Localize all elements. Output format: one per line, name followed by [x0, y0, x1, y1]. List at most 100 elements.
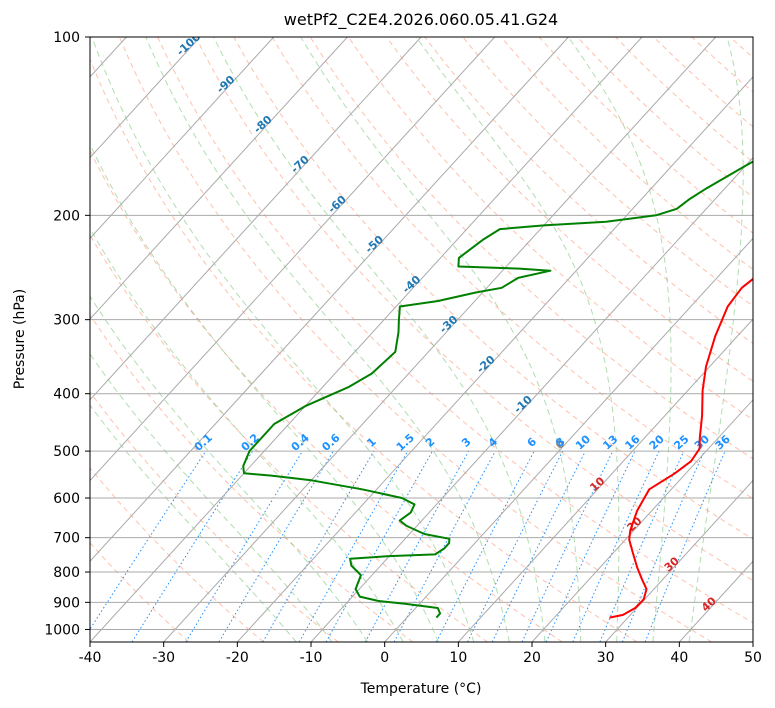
- x-axis-label: Temperature (°C): [360, 681, 482, 697]
- isotherm-label: -50: [363, 233, 387, 256]
- mixing-ratio-line: [644, 450, 726, 642]
- isotherm-line: [310, 156, 753, 642]
- moist-adiabat-line: [91, 37, 475, 642]
- isotherm-label: 10: [587, 474, 607, 494]
- dry-adiabat-line: [157, 37, 753, 624]
- isotherm-label: -20: [474, 353, 498, 376]
- y-tick-label: 300: [53, 313, 80, 329]
- isotherm-line: [90, 37, 496, 482]
- x-tick-label: 40: [670, 650, 688, 666]
- mixing-ratio-line: [218, 450, 334, 642]
- isotherm-line: [163, 37, 717, 642]
- x-tick-label: 20: [523, 650, 541, 666]
- mixing-ratio-line: [599, 450, 685, 642]
- dry-adiabat-line: [615, 37, 753, 163]
- mixing-ratio-label: 36: [713, 432, 733, 452]
- dry-adiabat-line: [118, 37, 712, 642]
- isotherm-line: [90, 37, 643, 642]
- isotherm-label: -100: [174, 30, 203, 58]
- mixing-ratio-lines: [90, 450, 726, 642]
- dry-adiabat-line: [386, 37, 753, 382]
- isotherm-line: [752, 641, 753, 642]
- plot-area: -100-90-80-70-60-50-40-30-20-10010203040…: [90, 30, 753, 642]
- isotherm-line: [605, 479, 753, 642]
- mixing-ratio-line: [621, 450, 705, 642]
- dry-adiabat-line: [195, 37, 753, 582]
- x-tick-label: -30: [152, 650, 175, 666]
- y-tick-label: 900: [53, 595, 80, 611]
- mixing-ratio-label: 10: [573, 432, 593, 452]
- isotherm-line: [90, 37, 348, 320]
- x-tick-label: 50: [744, 650, 762, 666]
- isotherm-line: [90, 37, 275, 240]
- x-tick-label: -10: [300, 650, 323, 666]
- mixing-ratio-label: 20: [647, 432, 667, 452]
- mixing-ratio-label: 6: [525, 435, 540, 450]
- x-tick-label: 30: [597, 650, 615, 666]
- moist-adiabat-line: [90, 143, 439, 642]
- moist-adiabat-line: [415, 37, 620, 642]
- moist-adiabat-line: [145, 37, 510, 642]
- x-tick-label: -20: [226, 650, 249, 666]
- y-tick-label: 1000: [44, 622, 80, 638]
- dry-adiabat-line: [90, 391, 339, 642]
- mixing-ratio-line: [393, 450, 496, 642]
- moist-adiabat-line: [90, 227, 404, 642]
- moist-adiabat-line: [567, 37, 672, 642]
- mixing-ratio-line: [545, 450, 636, 642]
- isotherm-line: [90, 37, 422, 401]
- y-tick-label: 200: [53, 208, 80, 224]
- mixing-ratio-line: [262, 450, 375, 642]
- mixing-ratio-line: [185, 450, 304, 642]
- isotherm-line: [678, 560, 753, 642]
- x-axis: -40 -30 -20 -10 0 10 20 30 40 50: [79, 642, 762, 666]
- y-tick-label: 100: [53, 30, 80, 46]
- isotherm-label: -70: [288, 153, 312, 176]
- mixing-ratio-label: 0.1: [192, 431, 215, 454]
- isotherm-line: [384, 237, 753, 642]
- moist-adiabat-line: [688, 37, 744, 642]
- isotherm-line: [90, 37, 569, 563]
- isotherm-label: 40: [699, 594, 719, 614]
- dry-adiabat-line: [347, 37, 753, 421]
- isotherm-label: 30: [662, 554, 682, 574]
- dry-adiabat-line: [90, 149, 563, 642]
- isotherm-label: -30: [437, 313, 461, 336]
- dry-adiabat-line: [90, 58, 638, 642]
- mixing-ratio-labels: 0.1 0.2 0.4 0.6 1 1.5 2 3 4 6 8 10 13 16 20 25 30 36: [192, 431, 733, 454]
- y-tick-label: 400: [53, 387, 80, 403]
- y-tick-label: 600: [53, 491, 80, 507]
- isotherm-line: [531, 399, 753, 642]
- mixing-ratio-line: [491, 450, 586, 642]
- dry-adiabats: [90, 37, 753, 642]
- grid-lines: [90, 37, 753, 642]
- chart-title: wetPf2_C2E4.2026.060.05.41.G24: [284, 10, 558, 30]
- x-tick-label: 10: [449, 650, 467, 666]
- moist-adiabat-line: [300, 37, 582, 642]
- moist-adiabat-line: [213, 37, 546, 642]
- dry-adiabat-line: [691, 37, 753, 93]
- x-tick-label: -40: [79, 650, 102, 666]
- mixing-ratio-line: [572, 450, 660, 642]
- dry-adiabat-line: [729, 37, 753, 59]
- dry-adiabat-line: [576, 37, 753, 198]
- moist-adiabats: [90, 37, 744, 642]
- mixing-ratio-line: [131, 450, 254, 642]
- mixing-ratio-line: [364, 450, 470, 642]
- mixing-ratio-label: 1.5: [394, 431, 417, 454]
- mixing-ratio-line: [90, 450, 207, 631]
- dry-adiabat-line: [90, 467, 264, 642]
- isotherm-line: [457, 318, 753, 642]
- dry-adiabat-line: [538, 37, 753, 234]
- y-tick-label: 500: [53, 444, 80, 460]
- isotherm-line: [236, 76, 753, 642]
- x-tick-label: 0: [380, 650, 389, 666]
- y-axis-label: Pressure (hPa): [12, 289, 28, 389]
- sounding-series: [242, 160, 753, 619]
- y-tick-label: 700: [53, 531, 80, 547]
- dewpoint-profile-line: [242, 160, 753, 619]
- moist-adiabat-line: [90, 353, 333, 642]
- plot-frame: [89, 36, 754, 643]
